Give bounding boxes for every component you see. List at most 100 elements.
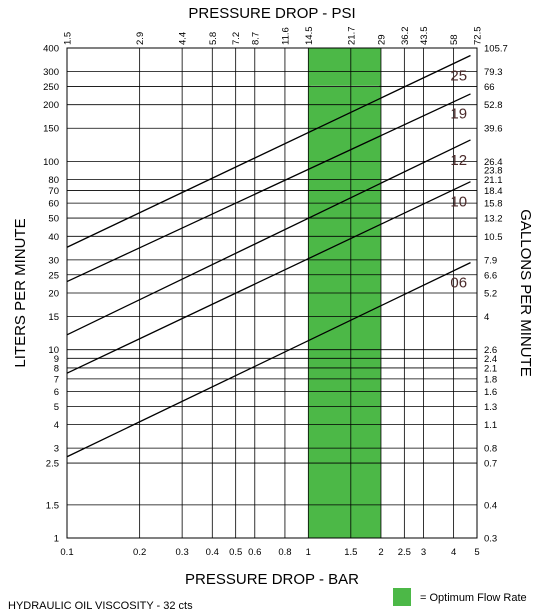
right-tick-label: 4 (484, 312, 489, 323)
series-label-10: 10 (450, 194, 467, 211)
legend-swatch (393, 588, 411, 606)
x-tick-label: 0.8 (278, 547, 291, 558)
x-axis-title: PRESSURE DROP - BAR (185, 571, 359, 588)
x-tick-label: 3 (421, 547, 426, 558)
x-tick-label: 5 (474, 547, 479, 558)
right-tick-label: 1.3 (484, 402, 497, 413)
y-tick-label: 250 (43, 82, 59, 93)
right-tick-label: 105.7 (484, 44, 508, 55)
y-tick-label: 300 (43, 67, 59, 78)
y-tick-label: 200 (43, 100, 59, 111)
x-tick-label: 4 (451, 547, 456, 558)
y-tick-label: 15 (48, 312, 59, 323)
y-tick-label: 20 (48, 289, 59, 300)
y-tick-label: 4 (54, 420, 59, 431)
series-layer (66, 54, 471, 458)
right-tick-label: 15.8 (484, 199, 503, 210)
y-tick-label: 25 (48, 270, 59, 281)
right-tick-label: 1.8 (484, 374, 497, 385)
top-tick-label: 21.7 (346, 27, 357, 46)
label-layer: 0.1 0.2 0.3 0.4 0.5 0.6 0.8 1 1.5 2 2.5 3 4 5 1.5 2.9 4.… (43, 27, 508, 559)
y-tick-label: 50 (48, 214, 59, 225)
y-tick-label: 7 (54, 374, 59, 385)
right-tick-label: 39.6 (484, 124, 503, 135)
y-tick-label: 8 (54, 363, 59, 374)
right-tick-label: 10.5 (484, 232, 503, 243)
top-tick-label: 2.9 (135, 32, 146, 45)
y-tick-label: 400 (43, 44, 59, 55)
right-tick-label: 0.8 (484, 444, 497, 455)
y-tick-label: 9 (54, 354, 59, 365)
right-tick-label: 0.4 (484, 500, 497, 511)
right-axis-title: GALLONS PER MINUTE (517, 209, 534, 377)
right-tick-label: 7.9 (484, 255, 497, 266)
right-tick-label: 18.4 (484, 186, 503, 197)
top-tick-label: 43.5 (419, 27, 430, 46)
top-tick-label: 5.8 (208, 32, 219, 45)
x-tick-label: 0.2 (133, 547, 146, 558)
y-tick-label: 80 (48, 175, 59, 186)
top-tick-label: 72.5 (473, 27, 484, 46)
right-tick-label: 1.6 (484, 387, 497, 398)
right-tick-label: 13.2 (484, 214, 503, 225)
top-tick-label: 7.2 (231, 32, 242, 45)
y-tick-label: 10 (48, 345, 59, 356)
right-tick-label: 0.3 (484, 534, 497, 545)
y-tick-label: 150 (43, 124, 59, 135)
top-tick-label: 29 (376, 34, 387, 45)
y-tick-label: 60 (48, 199, 59, 210)
y-tick-label: 100 (43, 157, 59, 168)
x-tick-label: 0.6 (248, 547, 261, 558)
right-tick-label: 26.4 (484, 157, 503, 168)
series-label-25: 25 (450, 67, 467, 84)
series-label-19: 19 (450, 106, 467, 123)
footnote: HYDRAULIC OIL VISCOSITY - 32 cts (8, 600, 193, 612)
series-line-19 (66, 93, 471, 283)
x-tick-label: 1 (306, 547, 311, 558)
grid-layer (66, 47, 478, 539)
right-tick-label: 1.1 (484, 420, 497, 431)
x-tick-label: 0.4 (206, 547, 219, 558)
top-tick-label: 58 (449, 34, 460, 45)
x-tick-label: 2 (378, 547, 383, 558)
y-tick-label: 1.5 (46, 500, 59, 511)
top-tick-label: 36.2 (400, 27, 411, 46)
right-tick-label: 2.1 (484, 363, 497, 374)
y-tick-label: 5 (54, 402, 59, 413)
y-tick-label: 1 (54, 534, 59, 545)
right-tick-label: 52.8 (484, 100, 503, 111)
left-axis-title: LITERS PER MINUTE (12, 218, 29, 367)
y-tick-label: 3 (54, 444, 59, 455)
series-line-10 (66, 181, 471, 374)
right-tick-label: 6.6 (484, 270, 497, 281)
top-tick-label: 14.5 (304, 27, 315, 46)
series-line-25 (66, 54, 471, 248)
legend-text: = Optimum Flow Rate (420, 592, 527, 604)
top-tick-label: 11.6 (280, 27, 291, 45)
y-tick-label: 30 (48, 255, 59, 266)
series-line-12 (66, 139, 471, 336)
right-tick-label: 79.3 (484, 67, 503, 78)
series-label-06: 06 (450, 275, 467, 292)
right-tick-label: 66 (484, 82, 495, 93)
right-tick-label: 2.4 (484, 354, 497, 365)
right-tick-label: 23.8 (484, 165, 503, 176)
right-tick-label: 21.1 (484, 175, 503, 186)
right-tick-label: 5.2 (484, 289, 497, 300)
series-line-06 (66, 262, 471, 458)
right-tick-label: 2.6 (484, 345, 497, 356)
x-tick-label: 0.3 (176, 547, 189, 558)
y-tick-label: 6 (54, 387, 59, 398)
right-tick-label: 0.7 (484, 459, 497, 470)
x-tick-label: 0.5 (229, 547, 242, 558)
top-tick-label: 8.7 (250, 32, 261, 45)
top-tick-label: 1.5 (63, 32, 74, 45)
x-tick-label: 2.5 (398, 547, 411, 558)
top-tick-label: 4.4 (178, 32, 189, 45)
plot-frame (66, 47, 478, 539)
y-tick-label: 40 (48, 232, 59, 243)
x-tick-label: 1.5 (344, 547, 357, 558)
y-tick-label: 70 (48, 186, 59, 197)
y-tick-label: 2.5 (46, 459, 59, 470)
